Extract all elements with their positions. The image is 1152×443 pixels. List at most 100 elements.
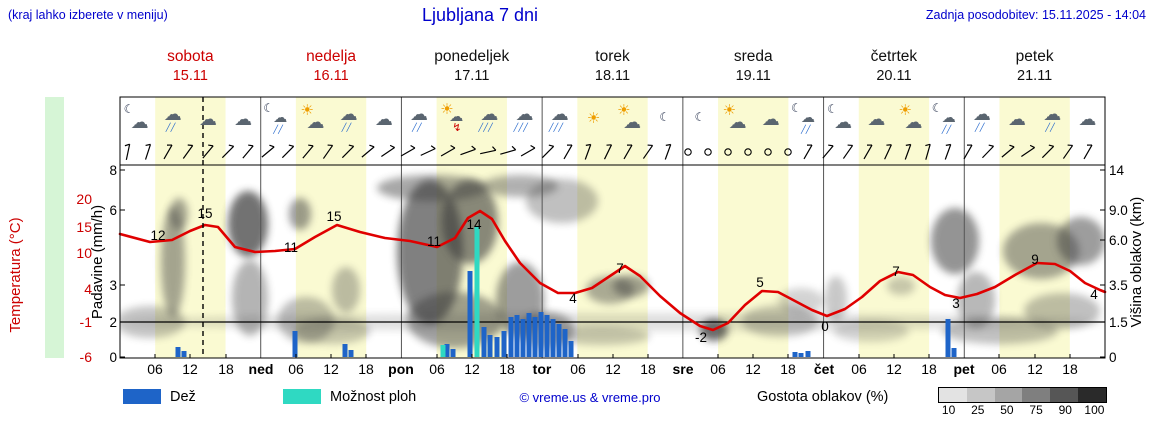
temperature-value: 0	[821, 319, 829, 334]
weather-icon-cloud: ☁	[1000, 100, 1034, 138]
density-scale-tick: 100	[1084, 403, 1105, 417]
wind-barb-icon	[603, 144, 613, 160]
wind-barb-icon	[242, 145, 254, 159]
wind-barb-flag	[585, 143, 591, 146]
wind-barb-flag	[145, 143, 151, 147]
moon-glyph: ☾	[659, 110, 671, 124]
temperature-value: 7	[892, 264, 900, 279]
rain-bar	[487, 335, 493, 357]
time-label: 18	[1062, 361, 1078, 377]
rain-bar	[181, 351, 187, 357]
temperature-value: 12	[150, 228, 165, 243]
temp-tick: -6	[80, 349, 93, 365]
drops-glyph: ╱╱	[412, 123, 422, 132]
weather-icon-rain: ☁ ╱╱╱	[472, 100, 506, 138]
wind-barb-flag	[945, 143, 951, 146]
wind-barb-flag	[369, 144, 375, 148]
day-date: 21.11	[1017, 68, 1053, 84]
wind-barb-flag	[1029, 144, 1035, 149]
wind-barb-icon	[904, 144, 912, 160]
site-credit[interactable]: © vreme.us & vreme.pro	[519, 390, 661, 405]
cloud-glyph: ☁	[728, 112, 747, 132]
precip-axis-label: Padavine (mm/h)	[89, 205, 106, 319]
wind-barb-icon	[500, 149, 516, 155]
day-name: torek	[595, 48, 630, 65]
precip-tick: 0	[109, 350, 117, 365]
sun-glyph: ☀	[898, 102, 912, 119]
wind-barb-icon	[1021, 147, 1035, 157]
cloud-glyph: ☁	[234, 109, 253, 129]
time-label: 12	[886, 361, 902, 377]
menu-hint: (kraj lahko izberete v meniju)	[8, 8, 168, 22]
wind-barb-flag	[988, 144, 994, 147]
wind-barb-icon	[1041, 145, 1055, 159]
wind-barb-icon	[400, 147, 416, 157]
wind-barb-flag	[905, 143, 911, 146]
wind-barb-icon	[822, 145, 834, 159]
density-scale-tick: 75	[1029, 403, 1043, 417]
wind-barb-icon	[664, 144, 672, 160]
cloud-blob	[554, 327, 650, 345]
cloud-blob	[161, 207, 185, 317]
time-label: 12	[1027, 361, 1043, 377]
sun-glyph: ☀	[440, 101, 454, 118]
wind-barb-icon	[125, 144, 131, 160]
drops3-glyph: ╱╱╱	[548, 123, 564, 132]
cloud-blob	[526, 179, 598, 223]
density-scale-segment	[939, 388, 967, 402]
density-scale-tick: 50	[1000, 403, 1014, 417]
cloud-glyph: ☁	[972, 104, 991, 124]
calm-wind-icon	[684, 148, 692, 156]
time-label: 06	[429, 361, 445, 377]
day-date: 17.11	[454, 68, 490, 84]
time-label: 18	[640, 361, 656, 377]
cloud-tick: 6.0	[1109, 233, 1128, 248]
sun-glyph: ☀	[617, 102, 631, 119]
day-abbrev: pet	[954, 361, 975, 377]
cloud-blob	[1057, 217, 1105, 265]
cloud-blob	[228, 191, 268, 257]
rain-bar	[292, 331, 298, 357]
cloud-tick: 0	[1109, 350, 1117, 365]
wind-barb-icon	[803, 144, 813, 160]
density-scale-tick: 90	[1058, 403, 1072, 417]
cloud-glyph: ☁	[480, 104, 499, 124]
drops-glyph: ╱╱	[941, 125, 952, 134]
wind-barb-flag	[925, 143, 931, 147]
temp-tick: 4	[84, 281, 92, 297]
wind-barb-icon	[341, 145, 355, 159]
rain-bar	[945, 319, 951, 357]
cloud-glyph: ☁	[130, 112, 149, 132]
day-date: 18.11	[594, 68, 631, 84]
wind-barb-icon	[1062, 145, 1074, 159]
rain-bar	[494, 337, 500, 357]
day-name: sobota	[167, 48, 214, 65]
cloud-axis-label: Višina oblakov (km)	[1128, 197, 1145, 328]
precip-tick: 3	[109, 278, 117, 293]
drops-glyph: ╱╱	[800, 125, 811, 134]
wind-barb-icon	[261, 146, 275, 158]
rain-bar	[805, 351, 811, 357]
day-name: četrtek	[870, 48, 918, 65]
drops-glyph: ╱╱	[341, 123, 352, 132]
wind-barb-icon	[381, 147, 395, 157]
cloud-glyph: ☁	[163, 104, 182, 124]
wind-barb-icon	[563, 144, 573, 160]
moon-glyph: ☾	[827, 102, 838, 116]
wind-barb-icon	[944, 144, 952, 160]
time-label: 12	[605, 361, 621, 377]
temperature-line	[118, 209, 1107, 332]
wind-barb-icon	[863, 144, 873, 160]
cloud-glyph: ☁	[1078, 109, 1097, 129]
density-scale-segment	[1050, 388, 1079, 402]
temp-tick: -1	[80, 314, 93, 330]
sun-glyph: ☀	[586, 110, 601, 127]
weather-icon-cloud-rain: ☁ ╱╱	[156, 100, 190, 138]
time-label: 18	[921, 361, 937, 377]
cloud-glyph: ☁	[761, 109, 780, 129]
wind-barb-flag	[348, 144, 354, 147]
cloud-blob	[289, 198, 311, 230]
cloud-blob	[957, 272, 995, 328]
day-name: sreda	[733, 48, 773, 65]
